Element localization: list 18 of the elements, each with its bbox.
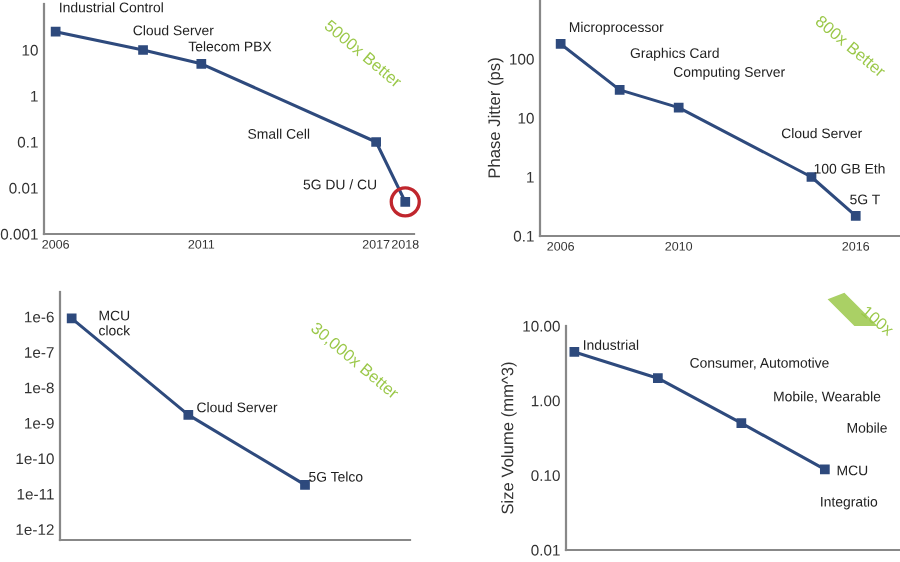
point — [652, 373, 663, 384]
point — [614, 84, 625, 95]
point — [736, 418, 747, 429]
point — [300, 480, 310, 490]
point — [806, 172, 817, 182]
point — [673, 102, 684, 113]
point — [819, 464, 830, 475]
point — [850, 210, 861, 221]
point — [66, 313, 77, 324]
point — [371, 137, 381, 147]
y-axis-title: Size Volume (mm^3) — [501, 362, 517, 514]
point — [183, 410, 194, 420]
point — [138, 45, 148, 55]
point — [50, 26, 61, 37]
point — [555, 39, 566, 49]
y-axis-title: Phase Jitter (ps) — [487, 58, 504, 178]
point — [196, 58, 207, 69]
point — [569, 347, 580, 357]
